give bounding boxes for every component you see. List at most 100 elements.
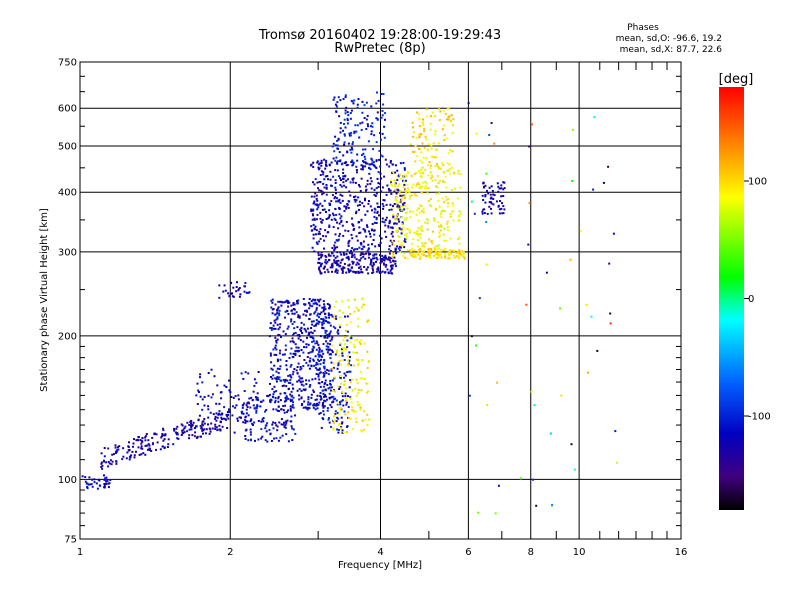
data-point	[291, 403, 294, 406]
data-point	[390, 266, 393, 268]
data-point	[378, 158, 381, 161]
data-point	[339, 401, 342, 404]
data-point	[395, 252, 398, 255]
data-point	[378, 214, 380, 217]
data-point	[369, 205, 372, 208]
data-point	[373, 257, 376, 260]
data-point	[361, 202, 364, 205]
data-point	[320, 159, 323, 162]
data-point	[306, 403, 309, 406]
data-point	[365, 128, 368, 130]
data-point	[412, 255, 415, 258]
data-point	[420, 168, 423, 171]
data-point	[310, 163, 313, 166]
data-point	[275, 408, 278, 411]
data-point	[392, 213, 395, 216]
data-point	[337, 329, 340, 332]
data-point	[330, 313, 333, 316]
data-point	[329, 203, 332, 206]
data-point	[346, 111, 349, 114]
data-point	[219, 428, 222, 431]
data-point	[386, 268, 389, 271]
data-point	[443, 227, 446, 230]
data-point	[317, 353, 320, 356]
data-point	[319, 265, 322, 268]
data-point	[347, 268, 350, 270]
data-point	[334, 233, 337, 236]
data-point	[391, 255, 394, 258]
data-point	[317, 251, 320, 254]
data-point	[380, 237, 383, 240]
data-point	[201, 381, 204, 384]
data-point	[282, 409, 285, 412]
data-point	[198, 414, 201, 417]
data-point	[218, 412, 220, 415]
data-point	[400, 198, 403, 201]
stats-line-x: mean, sd,X: 87.7, 22.6	[620, 45, 723, 55]
data-point	[312, 320, 315, 323]
data-point	[338, 208, 341, 210]
data-point	[585, 303, 588, 306]
data-point	[376, 118, 379, 121]
data-point	[390, 208, 393, 211]
data-point	[250, 439, 252, 442]
data-point	[368, 163, 371, 166]
data-point	[296, 380, 299, 383]
data-point	[329, 178, 332, 181]
data-point	[354, 181, 357, 184]
data-point	[420, 191, 423, 194]
data-point	[199, 424, 202, 427]
data-point	[484, 201, 487, 204]
data-point	[274, 377, 277, 380]
data-point	[346, 355, 349, 358]
data-point	[332, 98, 335, 101]
data-point	[152, 442, 154, 445]
data-point	[319, 253, 322, 256]
data-point	[376, 202, 379, 205]
data-point	[275, 341, 278, 344]
data-point	[408, 190, 411, 193]
data-point	[313, 217, 316, 220]
data-point	[249, 433, 252, 436]
data-point	[262, 420, 265, 423]
data-point	[412, 131, 415, 134]
data-point	[252, 424, 254, 426]
data-point	[279, 358, 282, 361]
data-point	[345, 186, 348, 189]
data-point	[383, 199, 386, 202]
data-point	[398, 220, 401, 223]
data-point	[404, 189, 407, 192]
data-point	[608, 262, 611, 265]
data-point	[133, 454, 136, 457]
data-point	[366, 382, 369, 385]
data-point	[274, 321, 277, 324]
data-point	[368, 230, 370, 233]
data-point	[255, 409, 258, 412]
data-point	[419, 172, 422, 175]
data-point	[207, 372, 210, 374]
data-point	[307, 364, 310, 367]
data-point	[381, 254, 384, 257]
data-point	[434, 165, 437, 167]
data-point	[361, 121, 364, 124]
data-point	[434, 148, 437, 151]
data-point	[320, 358, 323, 361]
data-point	[419, 185, 422, 188]
data-point	[105, 461, 108, 464]
data-point	[401, 244, 404, 247]
data-point	[448, 254, 451, 257]
data-point	[107, 447, 110, 450]
data-point	[318, 189, 321, 192]
data-point	[349, 356, 351, 358]
data-point	[201, 408, 204, 411]
data-point	[322, 389, 325, 392]
data-point	[525, 303, 528, 306]
data-point	[353, 298, 356, 301]
data-point	[482, 182, 485, 185]
data-point	[336, 162, 339, 165]
data-point	[345, 256, 348, 259]
data-point	[318, 262, 321, 264]
data-point	[378, 245, 381, 247]
data-point	[313, 364, 316, 367]
